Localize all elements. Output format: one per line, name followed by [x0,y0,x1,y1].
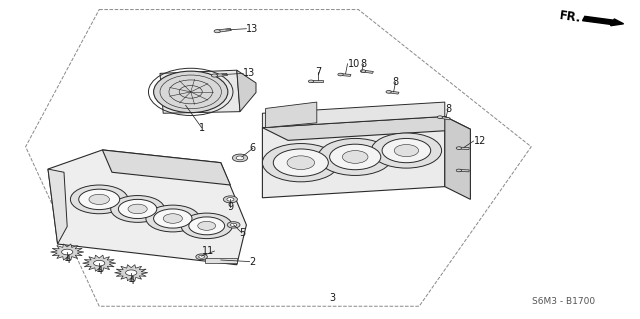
Circle shape [342,151,368,163]
Circle shape [61,249,73,255]
Circle shape [371,133,442,168]
Polygon shape [340,74,351,76]
Circle shape [437,116,443,118]
Circle shape [189,217,225,235]
Polygon shape [262,116,470,140]
Circle shape [154,209,192,228]
Text: 13: 13 [246,24,259,34]
Polygon shape [459,169,469,172]
Polygon shape [102,150,230,185]
Circle shape [308,80,314,83]
Circle shape [118,199,157,219]
Circle shape [273,149,328,176]
Circle shape [146,205,200,232]
Circle shape [70,185,128,214]
Text: 8: 8 [360,59,367,70]
Circle shape [456,147,461,150]
Circle shape [382,138,431,163]
Text: 8: 8 [392,77,399,87]
Polygon shape [311,80,323,82]
Circle shape [111,196,164,222]
Circle shape [196,254,207,260]
Circle shape [198,221,216,230]
Polygon shape [237,70,256,112]
Circle shape [181,213,232,239]
Polygon shape [445,116,470,199]
Text: 1: 1 [198,122,205,133]
Circle shape [232,154,248,162]
Polygon shape [262,116,445,198]
Polygon shape [388,91,399,94]
Polygon shape [214,73,227,77]
Text: 4: 4 [96,266,102,276]
Circle shape [214,30,220,33]
Circle shape [93,260,105,266]
FancyArrow shape [582,16,623,26]
Circle shape [386,91,391,93]
Circle shape [227,197,234,201]
Circle shape [287,156,314,170]
Circle shape [79,189,120,210]
Text: 5: 5 [239,228,245,238]
Text: 6: 6 [250,143,256,153]
Circle shape [338,73,343,76]
Circle shape [227,222,240,228]
Text: 10: 10 [348,59,360,69]
Circle shape [230,223,237,226]
Text: 3: 3 [330,293,336,303]
Polygon shape [459,147,469,150]
Polygon shape [48,169,67,244]
Polygon shape [205,258,237,263]
Circle shape [163,214,182,223]
Circle shape [211,74,218,77]
Text: 2: 2 [250,256,256,267]
Circle shape [360,70,365,72]
Text: 11: 11 [202,246,214,256]
Circle shape [236,156,244,160]
Polygon shape [266,102,317,128]
Circle shape [394,145,419,157]
Polygon shape [439,116,451,120]
Polygon shape [51,244,84,260]
Text: FR.: FR. [559,10,582,26]
Text: 4: 4 [128,276,134,286]
Circle shape [198,255,205,258]
Polygon shape [115,265,148,281]
Circle shape [330,144,381,170]
Polygon shape [48,150,246,265]
Polygon shape [83,255,116,271]
Text: 7: 7 [315,67,321,77]
Text: S6M3 - B1700: S6M3 - B1700 [532,297,595,306]
Circle shape [262,144,339,182]
Circle shape [128,204,147,214]
Circle shape [223,196,237,203]
Text: 8: 8 [445,104,451,114]
Circle shape [125,270,137,276]
Polygon shape [362,70,374,73]
Text: 9: 9 [227,202,234,212]
Text: 4: 4 [64,255,70,265]
Circle shape [456,169,461,172]
Circle shape [318,138,392,175]
Text: 12: 12 [474,136,486,146]
Polygon shape [216,28,232,32]
Polygon shape [160,70,240,113]
Polygon shape [262,102,445,128]
Text: 13: 13 [243,68,255,78]
Circle shape [89,194,109,204]
Ellipse shape [154,71,228,113]
